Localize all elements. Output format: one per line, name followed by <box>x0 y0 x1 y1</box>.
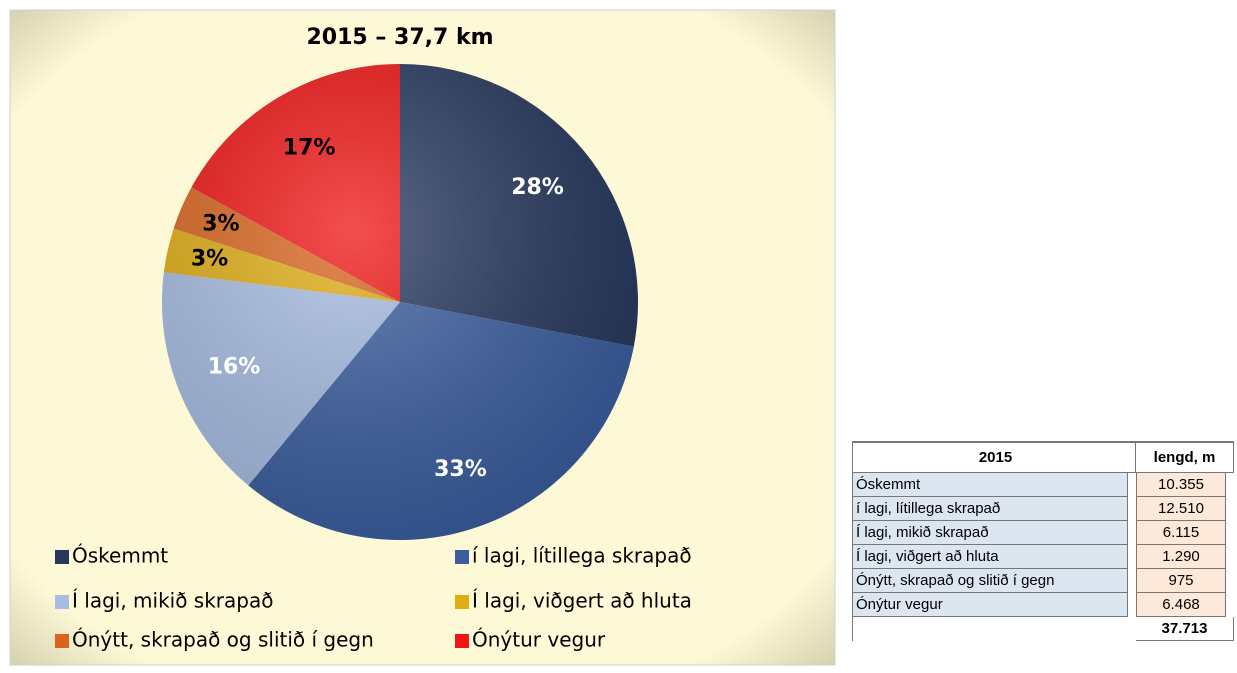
table-row: Í lagi, mikið skrapað 6.115 <box>852 521 1234 545</box>
value-cell: 6.115 <box>1136 521 1226 545</box>
legend-swatch <box>55 595 69 609</box>
label-cell: Í lagi, mikið skrapað <box>852 521 1128 545</box>
table-header: 2015 lengd, m <box>852 441 1234 473</box>
table-row: Óskemmt 10.355 <box>852 473 1234 497</box>
legend-label: í lagi, lítillega skrapað <box>472 544 692 568</box>
total-cell: 37.713 <box>1136 617 1234 641</box>
data-label: 3% <box>202 211 239 236</box>
legend-label: Óskemmt <box>72 544 168 568</box>
table-row: Í lagi, viðgert að hluta 1.290 <box>852 545 1234 569</box>
value-cell: 975 <box>1136 569 1226 593</box>
legend-label: Ónýtur vegur <box>472 628 606 652</box>
empty-cell <box>852 617 1136 641</box>
legend-swatch <box>455 634 469 648</box>
table-row: Ónýtur vegur 6.468 <box>852 593 1234 617</box>
header-cell: 2015 <box>852 442 1136 473</box>
value-cell: 12.510 <box>1136 497 1226 521</box>
chart: 2015 – 37,7 km 28% 33% 16% 3% 3% 17% Óskemmt í … <box>9 9 836 666</box>
label-cell: Ónýtt, skrapað og slitið í gegn <box>852 569 1128 593</box>
value-cell: 1.290 <box>1136 545 1226 569</box>
value-cell: 10.355 <box>1136 473 1226 497</box>
chart-title: 2015 – 37,7 km <box>306 25 493 50</box>
legend-swatch <box>55 550 69 564</box>
label-cell: Óskemmt <box>852 473 1128 497</box>
header-cell: lengd, m <box>1136 442 1234 473</box>
data-label: 28% <box>511 175 564 200</box>
total-row: 37.713 <box>852 617 1234 641</box>
data-label: 16% <box>208 355 261 380</box>
legend-label: Ónýtt, skrapað og slitið í gegn <box>72 628 374 652</box>
table-row: Ónýtt, skrapað og slitið í gegn 975 <box>852 569 1234 593</box>
label-cell: Ónýtur vegur <box>852 593 1128 617</box>
data-label: 33% <box>434 457 487 482</box>
value-cell: 6.468 <box>1136 593 1226 617</box>
data-label: 17% <box>283 135 336 160</box>
legend-swatch <box>455 595 469 609</box>
legend-swatch <box>55 634 69 648</box>
label-cell: í lagi, lítillega skrapað <box>852 497 1128 521</box>
legend-label: Í lagi, viðgert að hluta <box>472 589 692 613</box>
label-cell: Í lagi, viðgert að hluta <box>852 545 1128 569</box>
legend-swatch <box>455 550 469 564</box>
data-table: 2015 lengd, m Óskemmt 10.355 í lagi, lítille… <box>852 441 1234 641</box>
legend-label: Í lagi, mikið skrapað <box>72 589 273 613</box>
data-label: 3% <box>191 246 228 271</box>
table-row: í lagi, lítillega skrapað 12.510 <box>852 497 1234 521</box>
